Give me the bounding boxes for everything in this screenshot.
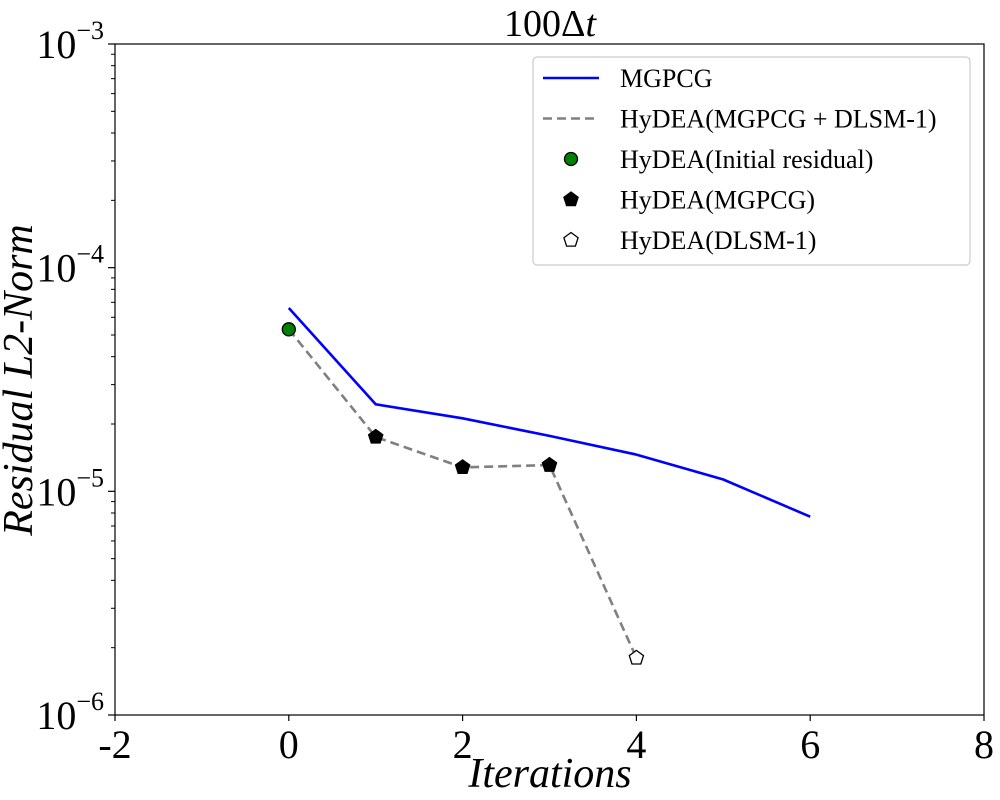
data-point-hydea-initial-residual xyxy=(281,322,296,337)
x-tick-label: 8 xyxy=(974,722,994,767)
plot-area xyxy=(281,307,811,665)
plot-frame xyxy=(114,43,985,716)
legend-label: MGPCG xyxy=(620,64,712,93)
legend-label: HyDEA(MGPCG) xyxy=(620,186,815,215)
legend-frame xyxy=(532,56,971,266)
y-tick-label: 10−6 xyxy=(36,687,104,738)
axes: -2 0 2 4 6 8 10−6 10−5 10−4 10−3 xyxy=(36,16,994,767)
y-tick-label: 10−4 xyxy=(36,240,104,291)
data-point-hydea-mgpcg xyxy=(541,456,558,472)
legend-marker-swatch xyxy=(563,151,579,167)
y-tick-label: 10−5 xyxy=(36,463,104,514)
series-line-mgpcg xyxy=(287,307,811,518)
x-axis-label: Iterations xyxy=(467,751,631,797)
x-tick-label: 4 xyxy=(626,722,646,767)
legend-label: HyDEA(DLSM-1) xyxy=(620,226,816,255)
series-line-hydea-mgpcg-dlsm-1 xyxy=(287,328,638,659)
x-tick-label: 0 xyxy=(279,722,299,767)
legend-marker-swatch xyxy=(563,191,579,207)
x-tick-label: 2 xyxy=(453,722,473,767)
data-point-hydea-mgpcg xyxy=(367,428,384,444)
chart-title: 100Δt xyxy=(504,3,597,45)
data-point-hydea-dlsm-1 xyxy=(628,649,645,665)
legend: MGPCG HyDEA(MGPCG + DLSM-1) HyDEA(Initial … xyxy=(532,56,971,266)
y-axis-label: Residual L2-Norm xyxy=(0,224,42,537)
legend-label: HyDEA(MGPCG + DLSM-1) xyxy=(620,105,937,134)
x-tick-label: -2 xyxy=(98,722,131,767)
x-tick-label: 6 xyxy=(800,722,820,767)
y-tick-label: 10−3 xyxy=(36,16,104,67)
legend-marker-swatch xyxy=(563,231,579,247)
legend-label: HyDEA(Initial residual) xyxy=(620,145,873,174)
data-point-hydea-mgpcg xyxy=(454,459,471,475)
